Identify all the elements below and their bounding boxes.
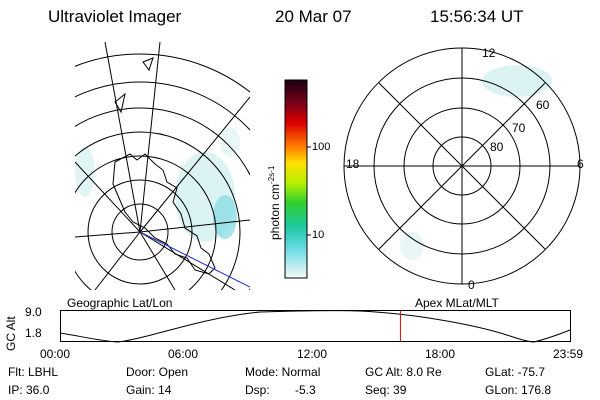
mlat-label-80: 80 bbox=[490, 140, 504, 154]
altitude-plot bbox=[60, 310, 571, 343]
mlat-label-70: 70 bbox=[512, 121, 526, 135]
mlt-label-6: 6 bbox=[577, 157, 584, 171]
altitude-curve bbox=[60, 310, 571, 343]
time-tick-2359: 23:59 bbox=[553, 347, 584, 361]
mlt-label-18: 18 bbox=[346, 157, 360, 171]
colorbar-unit-label: photon cm-2s-1 bbox=[267, 166, 282, 240]
gain-info: Gain: 14 bbox=[126, 383, 172, 397]
dsp-label: Dsp: bbox=[245, 383, 270, 397]
longitude-lines bbox=[75, 42, 250, 290]
dsp-value: -5.3 bbox=[295, 383, 316, 397]
time-tick-1200: 12:00 bbox=[297, 347, 328, 361]
ip-info: IP: 36.0 bbox=[8, 383, 50, 397]
gc-alt-info: GC Alt: 8.0 Re bbox=[365, 365, 442, 379]
filter-info: Flt: LBHL bbox=[8, 365, 59, 379]
colorbar-tick-10: 10 bbox=[312, 229, 325, 241]
time-tick-0000: 00:00 bbox=[40, 347, 71, 361]
auroral-emission-polar bbox=[400, 65, 552, 260]
colorbar-unit: photon cm bbox=[268, 183, 282, 240]
door-info: Door: Open bbox=[126, 365, 189, 379]
time-tick-0600: 06:00 bbox=[168, 347, 199, 361]
colorbar-unit-exponent: -2s-1 bbox=[267, 165, 276, 184]
coastline bbox=[112, 153, 216, 275]
polar-mlat-mlt-panel bbox=[343, 47, 581, 285]
glon-info: GLon: 176.8 bbox=[485, 383, 552, 397]
colorbar-tick-100: 100 bbox=[312, 141, 331, 153]
spacecraft-track bbox=[139, 231, 250, 288]
altitude-plot-ylabel: GC Alt bbox=[4, 316, 18, 351]
colorbar-gradient bbox=[284, 79, 308, 279]
latitude-circles bbox=[75, 53, 250, 290]
altitude-plot-frame bbox=[60, 310, 571, 342]
glat-info: GLat: -75.7 bbox=[485, 365, 546, 379]
mlt-label-12: 12 bbox=[482, 46, 496, 60]
mlt-diagonal-2 bbox=[378, 82, 546, 250]
polar-panel-label: Apex MLat/MLT bbox=[415, 296, 499, 310]
altitude-tick-high: 9.0 bbox=[25, 305, 42, 319]
observation-time: 15:56:34 UT bbox=[430, 7, 524, 26]
geographic-map-panel bbox=[75, 42, 250, 290]
geographic-panel-label: Geographic Lat/Lon bbox=[67, 296, 173, 310]
mode-info: Mode: Normal bbox=[245, 365, 321, 379]
mlt-label-0: 0 bbox=[468, 278, 475, 292]
mlat-label-60: 60 bbox=[536, 98, 550, 112]
instrument-title: Ultraviolet Imager bbox=[48, 7, 182, 26]
time-tick-1800: 18:00 bbox=[425, 347, 456, 361]
observation-date: 20 Mar 07 bbox=[275, 7, 352, 26]
seq-info: Seq: 39 bbox=[365, 383, 407, 397]
altitude-tick-low: 1.8 bbox=[25, 326, 42, 340]
colorbar bbox=[284, 79, 311, 279]
